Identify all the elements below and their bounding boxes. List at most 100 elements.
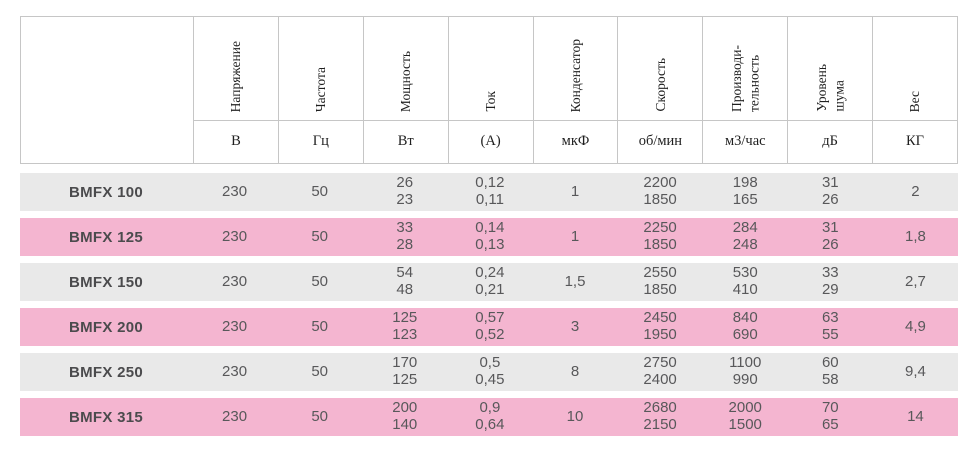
column-unit: дБ [822, 133, 839, 149]
column-label-cell: Скорость [618, 17, 703, 121]
cell-capacity: 2000 1500 [728, 399, 762, 433]
cell-capacity: 840 690 [732, 309, 758, 343]
cell-power: 26 23 [396, 174, 414, 208]
cell-capacitor: 1 [570, 182, 580, 200]
cell-frequency: 50 [311, 317, 328, 335]
column-header-frequency: Частота Гц [277, 17, 363, 163]
table-row-bmfx-125: BMFX 125 230 50 33 28 0,14 0,13 1 2250 1… [20, 218, 958, 256]
column-label: Ток [482, 91, 498, 112]
column-label-cell: Уровень шума [788, 17, 873, 121]
cell-noise-level: 31 26 [821, 219, 839, 253]
cell-current: 0,57 0,52 [475, 309, 505, 343]
column-header-weight: Вес КГ [872, 17, 957, 163]
cell-speed: 2550 1850 [643, 264, 677, 298]
cell-speed: 2750 2400 [643, 354, 677, 388]
table-row-bmfx-100: BMFX 100 230 50 26 23 0,12 0,11 1 2200 1… [20, 173, 958, 211]
column-header-capacity: Производи- тельность м3/час [702, 17, 788, 163]
cell-speed: 2200 1850 [643, 174, 677, 208]
column-label: Уровень шума [813, 64, 847, 112]
table-row-bmfx-150: BMFX 150 230 50 54 48 0,24 0,21 1,5 2550… [20, 263, 958, 301]
column-header-current: Ток (А) [447, 17, 533, 163]
cell-voltage: 230 [222, 182, 248, 200]
table-body: BMFX 100 230 50 26 23 0,12 0,11 1 2200 1… [20, 173, 958, 436]
column-label: Производи- тельность [728, 44, 762, 112]
cell-frequency: 50 [311, 272, 328, 290]
cell-capacity: 1100 990 [729, 354, 762, 388]
column-unit: Гц [312, 133, 329, 149]
cell-speed: 2450 1950 [643, 309, 677, 343]
column-label-cell: Конденсатор [533, 17, 618, 121]
column-unit: м3/час [724, 133, 766, 149]
cell-capacity: 530 410 [732, 264, 758, 298]
cell-current: 0,5 0,45 [475, 354, 505, 388]
column-label-cell: Ток [448, 17, 533, 121]
cell-speed: 2250 1850 [643, 219, 677, 253]
cell-frequency: 50 [311, 362, 328, 380]
model-name: BMFX 125 [68, 228, 144, 246]
table-row-bmfx-315: BMFX 315 230 50 200 140 0,9 0,64 10 2680… [20, 398, 958, 436]
column-label: Конденсатор [567, 38, 583, 112]
fan-spec-table: Напряжение В Частота Гц Мощность Вт Ток … [0, 16, 970, 469]
cell-power: 170 125 [392, 354, 418, 388]
column-unit: В [231, 133, 241, 149]
cell-power: 200 140 [392, 399, 418, 433]
cell-capacitor: 1 [570, 227, 580, 245]
cell-capacitor: 3 [570, 317, 580, 335]
cell-power: 33 28 [396, 219, 414, 253]
column-unit: об/мин [638, 133, 683, 149]
cell-weight: 9,4 [905, 362, 926, 380]
column-header-capacitor: Конденсатор мкФ [532, 17, 618, 163]
column-unit: мкФ [561, 133, 590, 149]
cell-weight: 4,9 [905, 317, 926, 335]
cell-power: 125 123 [392, 309, 418, 343]
column-label: Мощность [397, 50, 413, 112]
table-header: Напряжение В Частота Гц Мощность Вт Ток … [20, 16, 958, 164]
model-name: BMFX 100 [68, 183, 144, 201]
model-name: BMFX 250 [68, 363, 144, 381]
table-row-bmfx-200: BMFX 200 230 50 125 123 0,57 0,52 3 2450… [20, 308, 958, 346]
column-unit: (А) [480, 133, 501, 149]
column-header-voltage: Напряжение В [193, 17, 278, 163]
cell-current: 0,14 0,13 [475, 219, 505, 253]
cell-current: 0,12 0,11 [475, 174, 505, 208]
cell-capacity: 198 165 [732, 174, 758, 208]
column-header-noise-level: Уровень шума дБ [787, 17, 873, 163]
cell-voltage: 230 [222, 317, 248, 335]
column-label: Скорость [652, 58, 668, 112]
cell-voltage: 230 [222, 272, 248, 290]
cell-weight: 2 [911, 182, 920, 200]
cell-current: 0,9 0,64 [475, 399, 505, 433]
cell-noise-level: 63 55 [821, 309, 839, 343]
cell-weight: 2,7 [905, 272, 926, 290]
column-label-cell: Производи- тельность [703, 17, 788, 121]
cell-weight: 14 [907, 407, 924, 425]
model-name: BMFX 315 [68, 408, 144, 426]
model-name: BMFX 200 [68, 318, 144, 336]
column-label: Частота [313, 66, 329, 112]
table-row-bmfx-250: BMFX 250 230 50 170 125 0,5 0,45 8 2750 … [20, 353, 958, 391]
cell-voltage: 230 [222, 227, 248, 245]
column-label-cell: Напряжение [194, 17, 278, 121]
cell-noise-level: 33 29 [821, 264, 839, 298]
column-header-power: Мощность Вт [362, 17, 448, 163]
cell-capacitor: 10 [566, 407, 584, 425]
cell-power: 54 48 [396, 264, 414, 298]
column-label: Напряжение [228, 40, 244, 112]
cell-capacity: 284 248 [732, 219, 758, 253]
cell-noise-level: 70 65 [821, 399, 839, 433]
cell-voltage: 230 [222, 407, 248, 425]
cell-weight: 1,8 [905, 227, 926, 245]
cell-frequency: 50 [311, 407, 328, 425]
cell-noise-level: 60 58 [821, 354, 839, 388]
column-label-cell: Вес [873, 17, 957, 121]
cell-frequency: 50 [311, 182, 328, 200]
column-unit: Вт [397, 133, 414, 149]
cell-frequency: 50 [311, 227, 328, 245]
model-name: BMFX 150 [68, 273, 144, 291]
cell-speed: 2680 2150 [643, 399, 677, 433]
column-label-cell: Мощность [363, 17, 448, 121]
header-corner-cell [21, 17, 193, 163]
cell-noise-level: 31 26 [821, 174, 839, 208]
column-header-speed: Скорость об/мин [617, 17, 703, 163]
cell-current: 0,24 0,21 [475, 264, 505, 298]
